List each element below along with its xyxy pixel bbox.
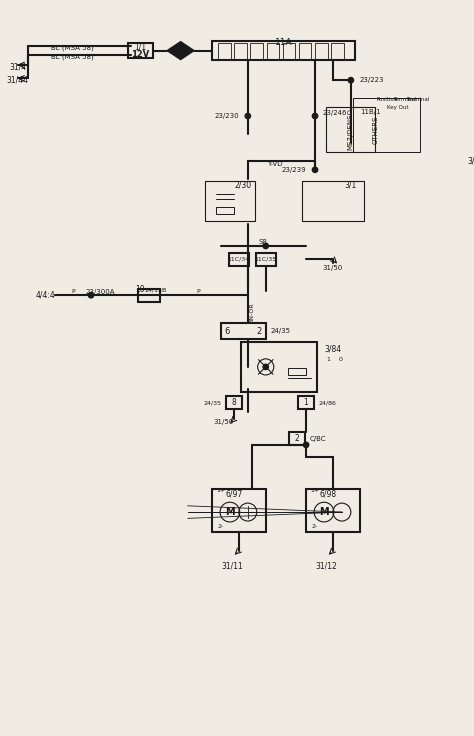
Text: 1: 1 (304, 398, 309, 407)
Text: 23/239: 23/239 (282, 167, 306, 173)
Text: 2: 2 (257, 327, 262, 336)
Text: Key Out: Key Out (387, 105, 408, 110)
Bar (283, 43, 295, 59)
Bar (226, 397, 242, 409)
Bar (326, 107, 375, 152)
Bar (234, 43, 247, 59)
Text: Terminal: Terminal (406, 97, 430, 102)
Text: ME7/DENSO: ME7/DENSO (348, 108, 354, 150)
Bar (256, 253, 275, 266)
Bar (331, 43, 344, 59)
Circle shape (348, 77, 354, 83)
Text: 1+: 1+ (310, 488, 319, 493)
Bar (229, 253, 249, 266)
Text: C/BC: C/BC (310, 436, 326, 442)
Bar (221, 323, 266, 339)
Text: 31/12: 31/12 (316, 562, 337, 570)
Text: 12V: 12V (131, 50, 149, 59)
Text: 31/4: 31/4 (9, 63, 26, 71)
Text: 24/35: 24/35 (204, 400, 222, 406)
Text: 3/84: 3/84 (324, 344, 341, 353)
Text: 6: 6 (225, 327, 230, 336)
Text: 2-: 2- (218, 524, 224, 529)
Bar (212, 489, 266, 532)
Text: 11B/1: 11B/1 (360, 108, 381, 115)
Bar (138, 289, 160, 302)
Text: 0: 0 (338, 357, 342, 362)
Text: 6/98: 6/98 (320, 489, 337, 499)
Text: 11A: 11A (275, 38, 292, 47)
Text: Y-VD: Y-VD (267, 160, 283, 166)
Text: 31/50: 31/50 (323, 266, 343, 272)
Polygon shape (167, 42, 194, 60)
Bar (217, 207, 234, 213)
Text: 23/223: 23/223 (360, 77, 384, 83)
Bar (298, 397, 314, 409)
Bar (301, 181, 365, 222)
Text: 4/4:4: 4/4:4 (36, 291, 55, 300)
Bar (205, 181, 255, 222)
Text: 2-: 2- (312, 524, 318, 529)
Text: P: P (197, 289, 201, 294)
Text: S8: S8 (259, 239, 267, 245)
Text: 31/50: 31/50 (213, 420, 234, 425)
Bar (128, 43, 153, 57)
Text: 24/35: 24/35 (270, 328, 290, 334)
Bar (289, 432, 305, 445)
Text: 3/1: 3/1 (345, 180, 357, 189)
Bar (267, 43, 279, 59)
Bar (299, 43, 311, 59)
Bar (306, 489, 360, 532)
Text: Position: Position (376, 97, 397, 102)
Text: 1: 1 (327, 357, 330, 362)
Text: BL (MSA 58): BL (MSA 58) (51, 54, 93, 60)
Text: 1/1: 1/1 (134, 43, 146, 52)
Text: 2/30: 2/30 (235, 180, 252, 189)
Text: 24/86: 24/86 (319, 400, 337, 406)
Text: 23/246: 23/246 (322, 110, 346, 116)
Text: 31/11: 31/11 (222, 562, 244, 570)
Circle shape (312, 113, 318, 118)
Text: 1+: 1+ (216, 488, 226, 493)
Text: BN-OR: BN-OR (250, 302, 255, 323)
Bar (288, 368, 306, 375)
Text: OTHERS: OTHERS (373, 116, 379, 144)
Text: 31/44: 31/44 (7, 76, 28, 85)
Circle shape (263, 244, 268, 249)
Text: 3/1: 3/1 (467, 156, 474, 166)
Bar (212, 40, 356, 60)
Text: 11C/35: 11C/35 (255, 257, 277, 262)
Text: M: M (225, 507, 235, 517)
Text: BL (MSA 58): BL (MSA 58) (51, 45, 93, 52)
Bar (353, 98, 420, 152)
Text: 23/300A: 23/300A (85, 289, 115, 294)
Text: M: M (319, 507, 329, 517)
Circle shape (303, 442, 309, 447)
Text: 6/97: 6/97 (226, 489, 243, 499)
Circle shape (245, 113, 250, 118)
Circle shape (263, 364, 268, 369)
Circle shape (88, 292, 94, 298)
Text: 8: 8 (232, 398, 237, 407)
Text: Terminal: Terminal (393, 97, 416, 102)
Text: 23/230: 23/230 (214, 113, 239, 119)
Bar (218, 43, 231, 59)
Circle shape (312, 167, 318, 172)
Text: 10: 10 (136, 286, 145, 294)
Text: 2: 2 (295, 434, 300, 443)
Text: P: P (71, 289, 75, 294)
Text: 24/13B: 24/13B (145, 287, 167, 292)
Bar (241, 342, 317, 392)
Bar (315, 43, 328, 59)
Text: 11C/34: 11C/34 (228, 257, 250, 262)
Bar (250, 43, 263, 59)
